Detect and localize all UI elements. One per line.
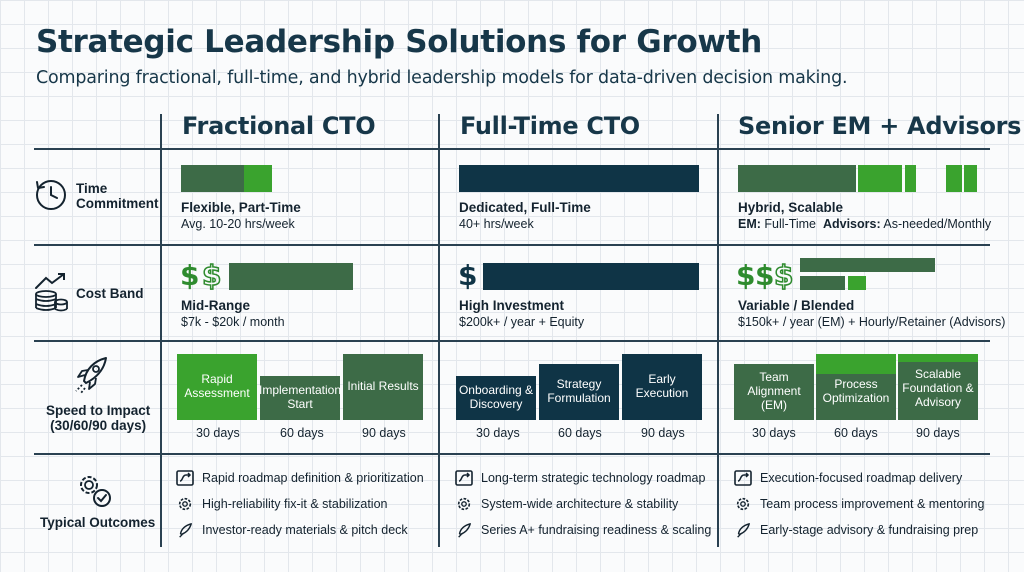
rocket-icon (179, 523, 192, 538)
time-title-fractional: Flexible, Part-Time (181, 200, 301, 215)
row-label-cost: Cost Band (76, 286, 144, 301)
divider-row-1 (34, 148, 990, 150)
cost-bar-fulltime (483, 263, 699, 290)
phase-hybrid-90: Scalable Foundation & Advisory (898, 354, 978, 420)
time-bar-hybrid-advisor-3 (946, 165, 962, 192)
dollar-outline-icon: $ (773, 259, 794, 292)
time-bar-hybrid-em (738, 165, 856, 192)
dollar-icon: $ (736, 259, 756, 292)
outcome-item: Series A+ fundraising readiness & scalin… (455, 522, 711, 538)
column-header-fulltime: Full-Time CTO (460, 112, 640, 140)
divider-col-1 (160, 114, 162, 547)
gear-icon (178, 497, 192, 511)
divider-row-2 (34, 244, 990, 246)
outcome-item: Investor-ready materials & pitch deck (176, 522, 408, 538)
time-title-hybrid: Hybrid, Scalable (738, 200, 844, 215)
days-label: 60 days (280, 426, 324, 440)
outcome-item: Execution-focused roadmap delivery (734, 470, 962, 486)
phase-fractional-30: Rapid Assessment (177, 354, 257, 420)
cost-title-fulltime: High Investment (459, 298, 565, 313)
outcome-item: Rapid roadmap definition & prioritizatio… (176, 470, 424, 486)
dollar-icon: $ (180, 259, 200, 292)
cost-bar-hybrid-em (800, 258, 935, 272)
row-label-time: Time Commitment (76, 181, 159, 211)
time-bar-fractional-accent (244, 165, 272, 192)
dollar-icon: $ (458, 259, 478, 292)
outcome-item: Team process improvement & mentoring (734, 496, 984, 512)
phase-fractional-60: Implementation Start (259, 376, 341, 420)
divider-row-4 (34, 453, 990, 455)
phase-fractional-90: Initial Results (343, 354, 423, 420)
page-title: Strategic Leadership Solutions for Growt… (36, 24, 763, 60)
roadmap-icon (455, 470, 473, 486)
days-label: 60 days (558, 426, 602, 440)
cost-bar-hybrid-advisor-1 (800, 276, 845, 290)
phase-hybrid-30: Team Alignment (EM) (734, 364, 814, 420)
time-bar-fulltime (459, 165, 699, 192)
cost-sub-fractional: $7k - $20k / month (181, 315, 285, 329)
days-label: 90 days (362, 426, 406, 440)
rocket-icon (737, 523, 750, 538)
divider-col-2 (438, 114, 440, 547)
days-label: 90 days (641, 426, 685, 440)
cost-sub-fulltime: $200k+ / year + Equity (459, 315, 585, 329)
time-title-fulltime: Dedicated, Full-Time (459, 200, 591, 215)
gears-check-icon (74, 470, 114, 515)
outcome-item: High-reliability fix-it & stabilization (176, 496, 387, 512)
outcome-item: Early-stage advisory & fundraising prep (734, 522, 978, 538)
cost-bar-hybrid-advisor-2 (848, 276, 866, 290)
time-bar-hybrid-advisor-1 (858, 165, 902, 192)
row-label-speed: Speed to Impact (30/60/90 days) (46, 403, 151, 433)
roadmap-icon (176, 470, 194, 486)
clock-icon (34, 178, 68, 217)
outcome-item: Long-term strategic technology roadmap (455, 470, 705, 486)
phase-hybrid-60: Process Optimization (816, 354, 896, 420)
time-bar-hybrid-advisor-4 (964, 165, 977, 192)
roadmap-icon (734, 470, 752, 486)
cost-sub-hybrid: $150k+ / year (EM) + Hourly/Retainer (Ad… (738, 315, 1006, 329)
cost-title-hybrid: Variable / Blended (738, 298, 855, 313)
dollar-icon: $ (755, 259, 775, 292)
time-bar-hybrid-advisor-2 (905, 165, 916, 192)
time-sub-hybrid: EM: Full-Time Advisors: As-needed/Monthl… (738, 217, 992, 231)
days-label: 90 days (916, 426, 960, 440)
column-header-fractional: Fractional CTO (182, 112, 376, 140)
row-label-outcomes: Typical Outcomes (40, 515, 156, 530)
cost-bar-fractional (229, 263, 353, 290)
phase-fulltime-60: Strategy Formulation (539, 364, 619, 420)
phase-fulltime-30: Onboarding & Discovery (456, 376, 536, 420)
outcome-item: System-wide architecture & stability (455, 496, 678, 512)
time-sub-fulltime: 40+ hrs/week (459, 217, 534, 231)
time-bar-fractional-base (181, 165, 244, 192)
divider-col-3 (717, 114, 719, 547)
rocket-icon (458, 523, 471, 538)
days-label: 30 days (476, 426, 520, 440)
time-sub-fractional: Avg. 10-20 hrs/week (181, 217, 295, 231)
days-label: 30 days (196, 426, 240, 440)
column-header-hybrid: Senior EM + Advisors (738, 112, 1022, 140)
days-label: 60 days (834, 426, 878, 440)
coins-growth-icon (32, 272, 70, 317)
gear-icon (736, 497, 750, 511)
dollar-outline-icon: $ (201, 259, 222, 292)
divider-row-3 (34, 340, 990, 342)
phase-fulltime-90: Early Execution (622, 354, 702, 420)
page-subtitle: Comparing fractional, full-time, and hyb… (36, 68, 848, 88)
gear-icon (457, 497, 471, 511)
days-label: 30 days (752, 426, 796, 440)
rocket-icon (74, 355, 110, 400)
cost-title-fractional: Mid-Range (181, 298, 250, 313)
